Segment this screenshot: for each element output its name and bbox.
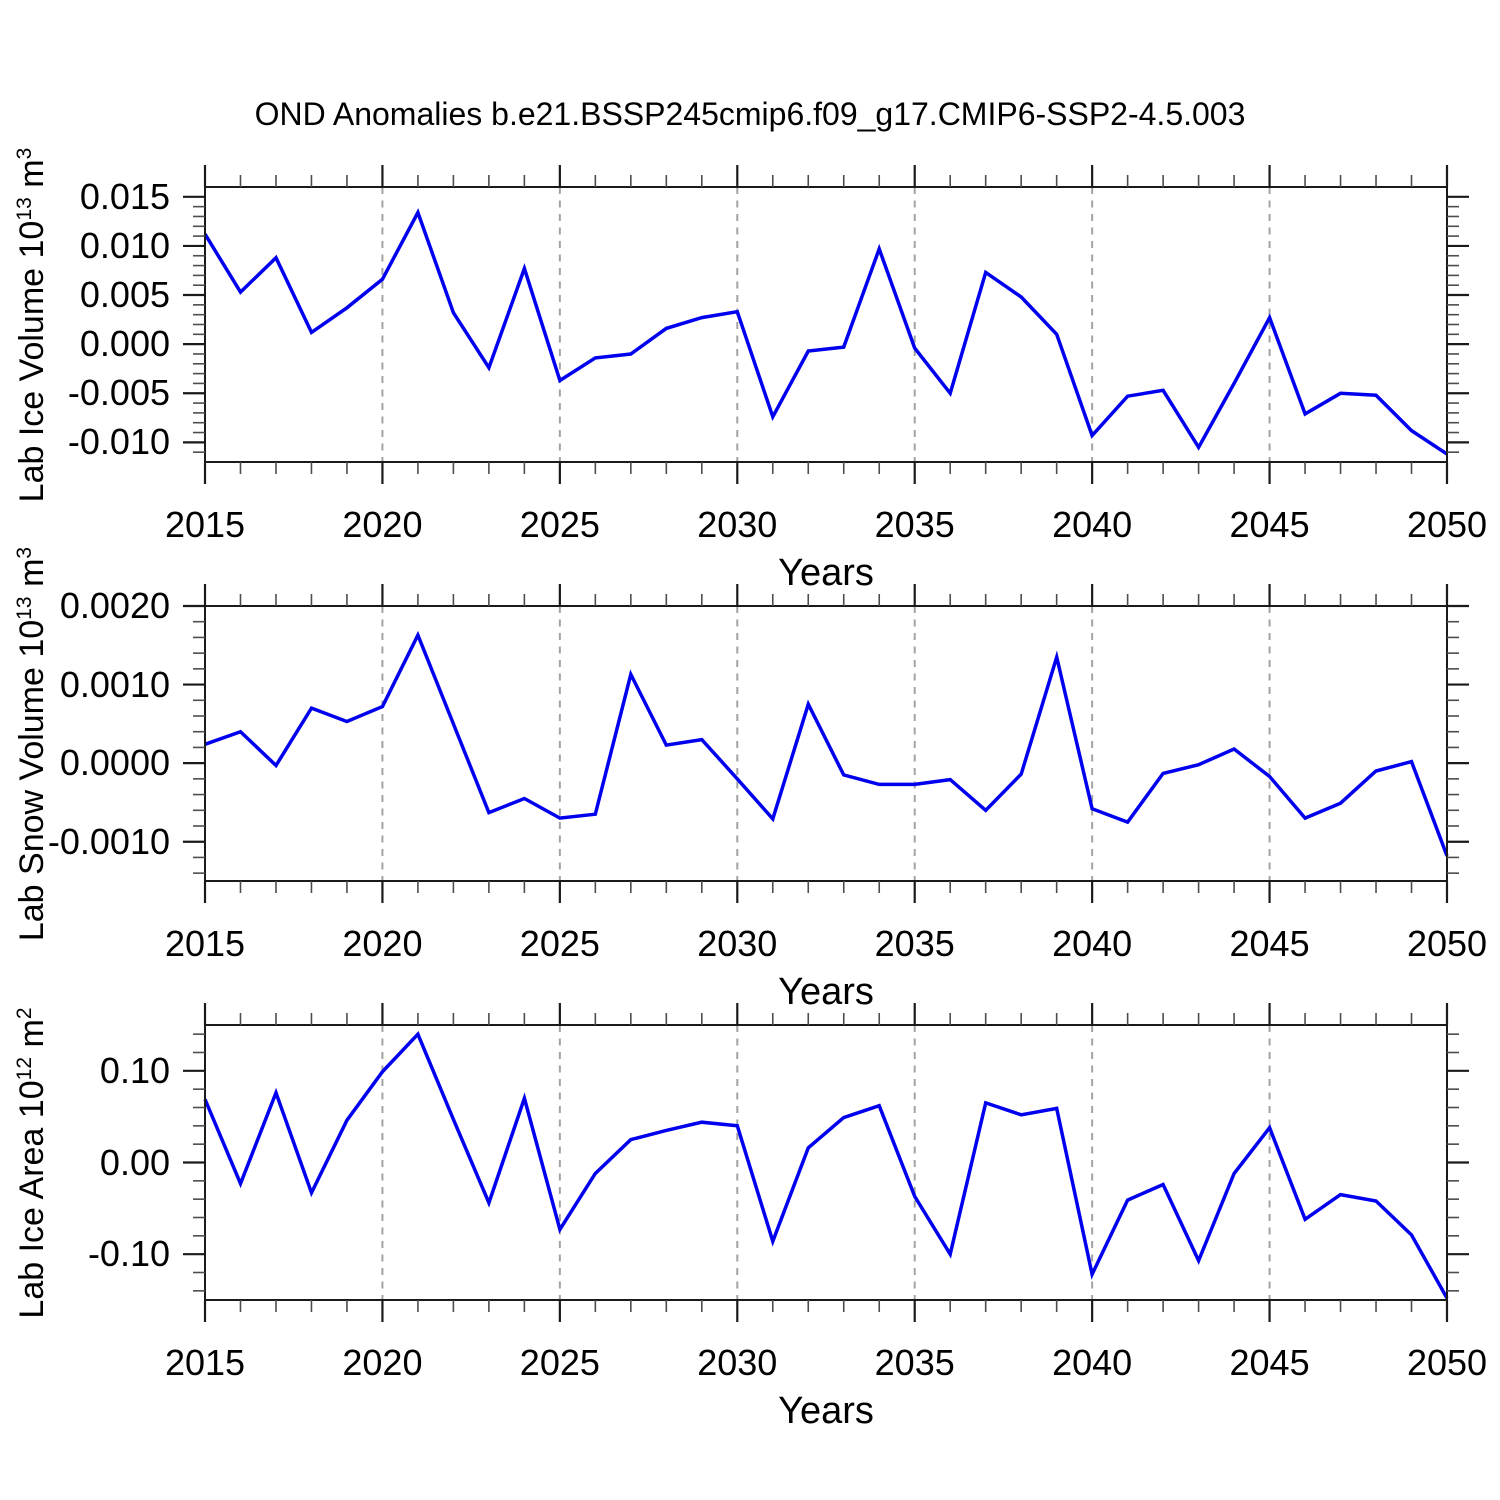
x-tick-label: 2015 bbox=[164, 1342, 246, 1383]
x-tick-label: 2035 bbox=[874, 923, 955, 964]
y-tick-label: 0.000 bbox=[79, 323, 170, 365]
y-tick-label: 0.0000 bbox=[59, 742, 170, 784]
x-tick-label: 2030 bbox=[697, 923, 778, 964]
y-axis-title-part: m bbox=[13, 558, 51, 596]
x-tick-label: 2035 bbox=[874, 1342, 955, 1383]
x-tick-label: 2045 bbox=[1229, 1342, 1310, 1383]
x-tick-label: 2050 bbox=[1406, 923, 1488, 964]
x-axis-title-lab-ice-area: Years bbox=[778, 1390, 874, 1432]
x-tick-label: 2040 bbox=[1052, 1342, 1133, 1383]
x-tick-label: 2030 bbox=[697, 1342, 778, 1383]
x-tick-label: 2045 bbox=[1229, 504, 1310, 545]
y-tick-label: 0.015 bbox=[79, 175, 170, 217]
y-axis-title-part: m bbox=[13, 158, 51, 197]
y-axis-title-part: Lab Ice Area 10 bbox=[13, 1079, 51, 1319]
y-tick-label: 0.010 bbox=[79, 224, 170, 266]
y-tick-label: 0.0010 bbox=[59, 663, 170, 705]
x-tick-label: 2025 bbox=[519, 923, 600, 964]
x-tick-label: 2015 bbox=[164, 923, 246, 964]
y-axis-title-part: 2 bbox=[13, 1006, 37, 1019]
x-tick-label: 2020 bbox=[342, 1342, 423, 1383]
y-axis-title-lab-ice-volume: Lab Ice Volume 1013 m3 bbox=[12, 147, 52, 502]
plot-frame-lab-ice-volume bbox=[204, 186, 1448, 463]
x-tick-label: 2035 bbox=[874, 504, 955, 545]
y-tick-label: -0.0010 bbox=[47, 820, 170, 862]
x-tick-label: 2020 bbox=[342, 504, 423, 545]
x-tick-label: 2040 bbox=[1052, 504, 1133, 545]
y-axis-title-part: 12 bbox=[13, 1056, 37, 1080]
x-tick-label: 2045 bbox=[1229, 923, 1310, 964]
x-axis-title-lab-snow-volume: Years bbox=[778, 971, 874, 1013]
y-axis-title-part: 3 bbox=[13, 147, 37, 159]
series-line-lab-snow-volume bbox=[204, 630, 1449, 857]
x-axis-title-lab-ice-volume: Years bbox=[778, 552, 874, 594]
figure-title: OND Anomalies b.e21.BSSP245cmip6.f09_g17… bbox=[254, 96, 1246, 132]
y-tick-label: 0.10 bbox=[99, 1049, 170, 1091]
y-axis-title-part: Lab Ice Volume 10 bbox=[13, 220, 51, 502]
y-axis-title-part: Lab Snow Volume 10 bbox=[13, 619, 51, 941]
plot-frame-lab-snow-volume bbox=[204, 605, 1448, 882]
y-axis-title-lab-ice-area: Lab Ice Area 1012 m2 bbox=[12, 1007, 52, 1318]
y-tick-label: -0.10 bbox=[87, 1233, 170, 1275]
series-line-lab-ice-volume bbox=[203, 208, 1448, 456]
x-tick-label: 2050 bbox=[1406, 504, 1488, 545]
x-tick-label: 2025 bbox=[519, 1342, 600, 1383]
y-tick-label: -0.010 bbox=[67, 421, 170, 463]
x-tick-label: 2040 bbox=[1052, 923, 1133, 964]
y-tick-label: 0.00 bbox=[99, 1141, 170, 1183]
x-tick-label: 2050 bbox=[1406, 1342, 1488, 1383]
y-axis-title-part: 13 bbox=[13, 595, 37, 620]
x-tick-label: 2020 bbox=[342, 923, 423, 964]
x-tick-label: 2030 bbox=[697, 504, 778, 545]
plot-frame-lab-ice-area bbox=[204, 1024, 1448, 1301]
y-tick-label: 0.005 bbox=[79, 274, 170, 316]
y-axis-title-part: m bbox=[13, 1018, 51, 1057]
x-tick-label: 2025 bbox=[519, 504, 600, 545]
y-tick-label: 0.0020 bbox=[59, 585, 170, 626]
y-axis-title-part: 13 bbox=[13, 196, 37, 221]
y-tick-label: -0.005 bbox=[67, 372, 170, 414]
x-tick-label: 2015 bbox=[164, 504, 246, 545]
y-axis-title-part: 3 bbox=[13, 546, 37, 559]
series-line-lab-ice-area bbox=[203, 1031, 1449, 1300]
y-axis-title-lab-snow-volume: Lab Snow Volume 1013 m3 bbox=[12, 546, 52, 940]
